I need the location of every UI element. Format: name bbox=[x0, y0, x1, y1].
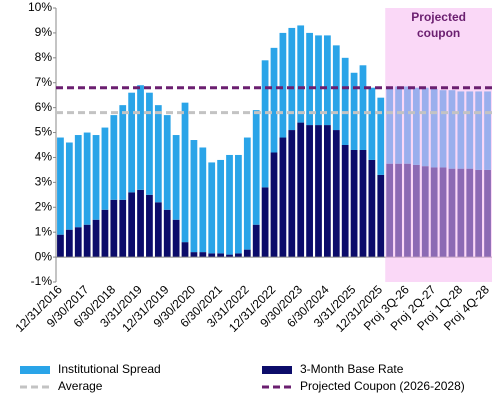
bar-segment bbox=[199, 252, 207, 258]
bar-segment bbox=[217, 253, 224, 258]
bar-segment bbox=[57, 137, 64, 235]
bar-segment bbox=[243, 249, 251, 258]
bar-segment bbox=[163, 209, 171, 258]
legend-label: 3-Month Base Rate bbox=[300, 362, 404, 376]
y-tick-label: 1% bbox=[35, 224, 53, 238]
y-tick-label: 0% bbox=[35, 249, 53, 263]
bar-segment bbox=[92, 219, 100, 258]
bar-segment bbox=[83, 132, 91, 225]
bar-segment bbox=[315, 125, 322, 258]
bar-segment bbox=[332, 130, 340, 258]
bar-segment bbox=[146, 92, 153, 195]
bar-segment bbox=[359, 65, 367, 150]
y-tick-label: 9% bbox=[35, 25, 53, 39]
bar-segment bbox=[315, 35, 322, 126]
bar-segment bbox=[243, 137, 251, 250]
y-tick-label: 7% bbox=[35, 75, 53, 89]
bar-segment bbox=[74, 135, 82, 228]
bar-segment bbox=[217, 159, 224, 254]
bar-segment bbox=[137, 189, 144, 258]
bar-segment bbox=[235, 253, 242, 258]
annotation-line: Projected bbox=[411, 10, 466, 24]
bar-segment bbox=[208, 162, 216, 254]
bar-segment bbox=[297, 122, 305, 258]
bar-segment bbox=[181, 102, 189, 243]
bar-segment bbox=[181, 242, 189, 258]
bar-segment bbox=[163, 115, 171, 210]
bar-segment bbox=[146, 194, 153, 258]
bar-segment bbox=[74, 227, 82, 258]
bar-segment bbox=[261, 60, 269, 188]
bar-segment bbox=[57, 234, 64, 258]
bar-segment bbox=[279, 32, 287, 138]
legend-swatch bbox=[262, 366, 292, 374]
bar-segment bbox=[368, 87, 376, 160]
bar-segment bbox=[83, 224, 91, 258]
bar-segment bbox=[172, 219, 180, 258]
bar-segment bbox=[119, 105, 127, 200]
bar-segment bbox=[350, 149, 358, 258]
y-tick-label: 10% bbox=[28, 0, 52, 14]
legend-swatch bbox=[20, 366, 50, 374]
bar-segment bbox=[324, 125, 331, 258]
y-tick-label: 4% bbox=[35, 150, 53, 164]
bar-segment bbox=[119, 199, 127, 258]
bar-segment bbox=[154, 202, 162, 258]
annotation: Projected coupon bbox=[411, 10, 466, 40]
bar-segment bbox=[377, 174, 385, 258]
bar-segment bbox=[324, 35, 331, 126]
bar-segment bbox=[306, 125, 313, 258]
bar-segment bbox=[154, 105, 162, 203]
bar-segment bbox=[226, 154, 233, 255]
projected-region bbox=[385, 8, 492, 282]
bar-segment bbox=[252, 110, 260, 225]
bar-segment bbox=[199, 147, 207, 253]
bar-segment bbox=[110, 199, 118, 258]
bar-segment bbox=[137, 85, 144, 190]
bar-segment bbox=[270, 47, 278, 153]
legend-label: Projected Coupon (2026-2028) bbox=[300, 379, 465, 393]
bar-segment bbox=[128, 92, 136, 193]
legend-label: Average bbox=[58, 379, 103, 393]
bar-segment bbox=[368, 159, 376, 258]
bar-segment bbox=[270, 152, 278, 258]
bar-segment bbox=[92, 135, 100, 220]
bar-segment bbox=[288, 27, 296, 131]
bar-segment bbox=[65, 229, 73, 258]
bar-segment bbox=[288, 130, 296, 258]
bar-segment bbox=[297, 25, 305, 123]
bar-segment bbox=[172, 135, 180, 220]
bar-segment bbox=[235, 154, 242, 254]
bar-segment bbox=[101, 127, 109, 210]
legend-label: Institutional Spread bbox=[58, 362, 161, 376]
bar-segment bbox=[279, 137, 287, 258]
y-tick-label: 3% bbox=[35, 175, 53, 189]
bar-segment bbox=[341, 57, 349, 146]
bar-segment bbox=[226, 254, 233, 258]
y-tick-label: 8% bbox=[35, 50, 53, 64]
y-tick-label: 5% bbox=[35, 125, 53, 139]
bar-segment bbox=[377, 97, 385, 175]
bar-segment bbox=[101, 209, 109, 258]
y-tick-label: -1% bbox=[31, 274, 53, 288]
y-tick-label: 6% bbox=[35, 100, 53, 114]
bar-segment bbox=[128, 192, 136, 258]
bar-segment bbox=[306, 32, 313, 126]
bar-segment bbox=[252, 224, 260, 258]
bar-segment bbox=[190, 140, 198, 253]
annotation-line: coupon bbox=[417, 26, 460, 40]
bar-segment bbox=[110, 115, 118, 200]
bar-segment bbox=[208, 253, 216, 258]
bar-segment bbox=[190, 252, 198, 258]
bar-segment bbox=[341, 145, 349, 258]
bar-segment bbox=[65, 142, 73, 230]
bar-segment bbox=[261, 187, 269, 258]
bar-segment bbox=[359, 149, 367, 258]
y-tick-label: 2% bbox=[35, 199, 53, 213]
